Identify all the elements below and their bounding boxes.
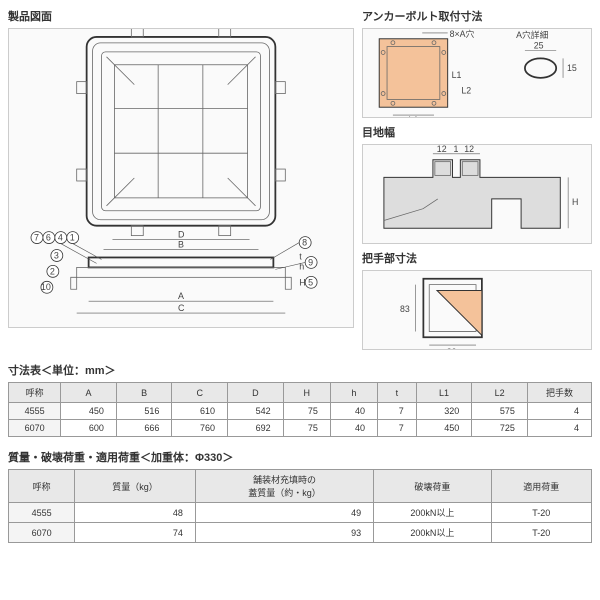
col-header: 呼称 bbox=[9, 383, 61, 403]
dim-c: C bbox=[178, 303, 185, 313]
joint-title: 目地幅 bbox=[362, 124, 592, 140]
col-header: 把手数 bbox=[527, 383, 591, 403]
svg-text:83: 83 bbox=[447, 347, 457, 349]
svg-text:12: 12 bbox=[464, 145, 474, 154]
svg-text:3: 3 bbox=[54, 250, 59, 260]
svg-text:7: 7 bbox=[34, 233, 39, 243]
col-header: C bbox=[172, 383, 228, 403]
handle-title: 把手部寸法 bbox=[362, 250, 592, 266]
svg-text:L1: L1 bbox=[409, 115, 419, 117]
anchor-diagram: L1 L1 L2 8×A穴 A穴詳細 25 bbox=[362, 28, 592, 118]
load-table-title: 質量・破壊荷重・適用荷重＜加重体：Φ330＞ bbox=[8, 449, 592, 465]
svg-text:2: 2 bbox=[50, 266, 55, 276]
joint-diagram: 12 1 12 H bbox=[362, 144, 592, 244]
anchor-title: アンカーボルト取付寸法 bbox=[362, 8, 483, 24]
svg-text:1: 1 bbox=[453, 145, 458, 154]
col-header: 舗装材充填時の 蓋質量（約・kg） bbox=[195, 470, 373, 503]
svg-text:4: 4 bbox=[58, 233, 63, 243]
svg-text:A穴詳細: A穴詳細 bbox=[516, 29, 548, 40]
col-header: A bbox=[61, 383, 117, 403]
load-table: 呼称質量（kg）舗装材充填時の 蓋質量（約・kg）破壊荷重適用荷重 455548… bbox=[8, 469, 592, 543]
col-header: H bbox=[283, 383, 330, 403]
dim-t: t bbox=[299, 251, 302, 261]
svg-text:15: 15 bbox=[567, 63, 577, 73]
svg-text:83: 83 bbox=[400, 304, 410, 314]
svg-text:25: 25 bbox=[534, 41, 544, 51]
table-row: 4555450516610542754073205754 bbox=[9, 403, 592, 420]
dimension-table: 呼称ABCDHhtL1L2把手数 45554505166105427540732… bbox=[8, 382, 592, 437]
svg-text:L2: L2 bbox=[461, 86, 471, 96]
col-header: h bbox=[330, 383, 377, 403]
svg-text:8×A穴: 8×A穴 bbox=[450, 29, 475, 39]
col-header: 呼称 bbox=[9, 470, 75, 503]
svg-text:H: H bbox=[572, 197, 578, 207]
table-row: 45554849200kN以上T-20 bbox=[9, 503, 592, 523]
svg-text:10: 10 bbox=[41, 282, 51, 292]
handle-diagram: 83 83 bbox=[362, 270, 592, 350]
svg-text:8: 8 bbox=[302, 238, 307, 248]
svg-text:5: 5 bbox=[308, 277, 313, 287]
svg-text:6: 6 bbox=[46, 233, 51, 243]
col-header: 質量（kg） bbox=[75, 470, 196, 503]
col-header: t bbox=[377, 383, 416, 403]
col-header: L2 bbox=[472, 383, 528, 403]
dim-d: D bbox=[178, 230, 185, 240]
svg-text:L1: L1 bbox=[452, 70, 462, 80]
col-header: B bbox=[116, 383, 172, 403]
col-header: D bbox=[228, 383, 284, 403]
main-drawing: D B A C h H t 7 6 4 1 3 bbox=[8, 28, 354, 328]
svg-text:9: 9 bbox=[308, 257, 313, 267]
dim-table-title: 寸法表＜単位：mm＞ bbox=[8, 362, 592, 378]
dim-big-h: H bbox=[299, 277, 305, 287]
col-header: 適用荷重 bbox=[491, 470, 591, 503]
dim-b: B bbox=[178, 240, 184, 250]
dim-a: A bbox=[178, 291, 184, 301]
svg-text:1: 1 bbox=[70, 233, 75, 243]
col-header: L1 bbox=[416, 383, 472, 403]
main-drawing-title: 製品図面 bbox=[8, 8, 354, 24]
table-row: 60707493200kN以上T-20 bbox=[9, 523, 592, 543]
svg-text:12: 12 bbox=[437, 145, 447, 154]
col-header: 破壊荷重 bbox=[374, 470, 491, 503]
table-row: 6070600666760692754074507254 bbox=[9, 420, 592, 437]
